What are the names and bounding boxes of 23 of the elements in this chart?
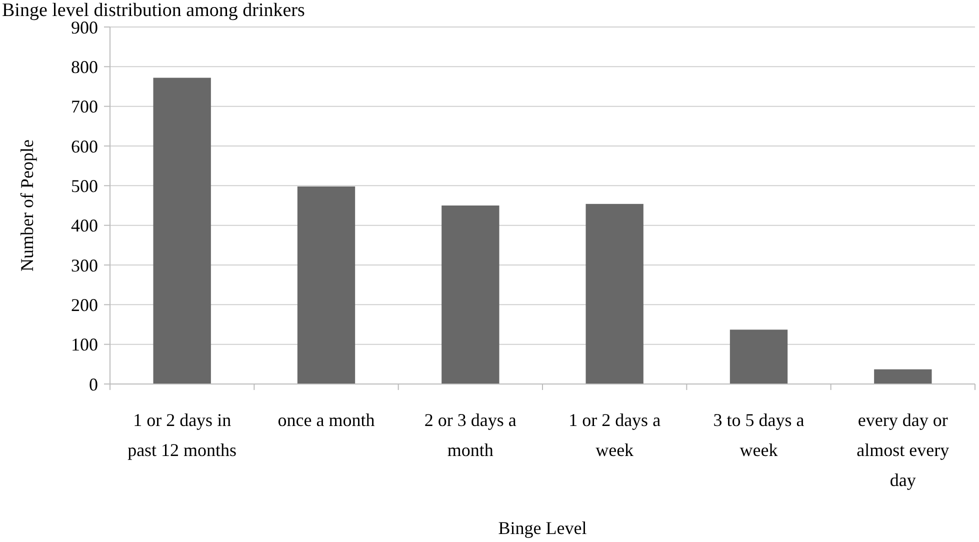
x-tick-label: 1 or 2 days in past 12 months xyxy=(128,410,237,460)
y-tick-label: 0 xyxy=(89,374,98,394)
y-tick-label: 300 xyxy=(71,255,98,276)
x-axis-title: Binge Level xyxy=(498,518,587,538)
bar xyxy=(874,369,932,384)
x-tick-label: 2 or 3 days a month xyxy=(424,410,516,460)
bar xyxy=(442,206,500,384)
x-tick-label: once a month xyxy=(278,410,375,430)
y-tick-label: 400 xyxy=(71,216,98,236)
bar xyxy=(730,330,788,384)
y-tick-label: 800 xyxy=(71,56,98,77)
y-tick-label: 700 xyxy=(71,96,98,117)
bar xyxy=(153,78,211,384)
x-tick-label: 1 or 2 days a week xyxy=(568,410,661,460)
y-tick-label: 200 xyxy=(71,294,98,315)
bar xyxy=(297,186,356,384)
x-tick-label: 3 to 5 days a week xyxy=(713,410,804,460)
bar xyxy=(586,204,644,384)
y-tick-label: 600 xyxy=(71,136,98,156)
y-tick-label: 500 xyxy=(71,176,98,196)
x-tick-label: every day or almost every day xyxy=(856,410,950,490)
y-tick-label: 100 xyxy=(71,334,98,355)
y-axis-title: Number of People xyxy=(17,140,37,272)
